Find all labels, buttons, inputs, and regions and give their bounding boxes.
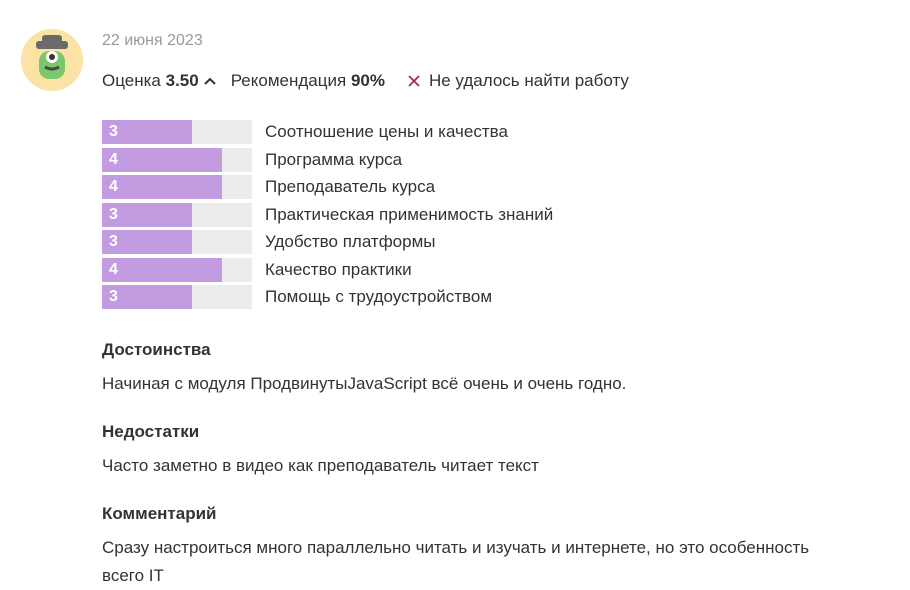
rating-row: 4 Программа курса [102, 147, 702, 172]
rating-value: 3 [109, 205, 118, 223]
rating-label: Соотношение цены и качества [265, 122, 508, 141]
rating-bar [102, 120, 192, 144]
summary: Оценка 3.50 Рекомендация 90% Не удалось … [102, 71, 629, 91]
rating-value: 3 [109, 288, 118, 305]
rating-bar [102, 285, 192, 309]
rating-row: 3 Соотношение цены и качества [102, 120, 702, 144]
rating-row: 3 Практическая применимость знаний [102, 202, 702, 227]
outcome: Не удалось найти работу [428, 71, 629, 90]
rating-value: 4 [109, 150, 118, 168]
section-text: Начиная с модуля ПродвинутыJavaScript вс… [102, 374, 627, 393]
section-title: Достоинства [102, 340, 211, 359]
section: Недостатки Часто заметно в видео как преп… [102, 422, 842, 480]
rating-label: Преподаватель курса [265, 177, 436, 196]
section: Достоинства Начиная с модуля ПродвинутыJa… [102, 340, 842, 398]
rating-label: Практическая применимость знаний [265, 204, 554, 224]
rating-label: Качество практики [265, 259, 412, 279]
section: Комментарий Сразу настроиться много парал… [102, 504, 842, 590]
cross-icon [408, 75, 420, 87]
section-text: Часто заметно в видео как преподаватель … [102, 456, 539, 475]
rating-value: 3 [109, 233, 118, 250]
review-date: 22 июня 2023 [102, 32, 203, 49]
recommendation-label: Рекомендация [230, 71, 347, 90]
score-label: Оценка [102, 71, 161, 90]
rating-row: 3 Удобство платформы [102, 230, 702, 254]
rating-bar [102, 230, 192, 254]
rating-row: 4 Преподаватель курса [102, 175, 702, 199]
rating-row: 4 Качество практики [102, 257, 702, 282]
score: 3.50 [165, 71, 199, 90]
rating-bar [102, 257, 222, 282]
rating-label: Программа курса [265, 149, 403, 169]
chevron-up[interactable] [199, 73, 221, 89]
rating-bar [102, 175, 222, 199]
avatar [21, 29, 83, 91]
rating-label: Удобство платформы [265, 232, 436, 251]
rating-value: 3 [109, 123, 118, 140]
section-text: Сразу настроиться много параллельно чита… [102, 538, 810, 585]
section-title: Недостатки [102, 422, 200, 441]
rating-bar [102, 202, 192, 227]
rating-value: 4 [109, 260, 118, 278]
section-title: Комментарий [102, 504, 217, 523]
rating-bar [102, 147, 222, 172]
recommendation: 90% [350, 71, 385, 90]
rating-row: 3 Помощь с трудоустройством [102, 285, 702, 309]
rating-label: Помощь с трудоустройством [265, 287, 493, 306]
rating-value: 4 [109, 178, 118, 195]
